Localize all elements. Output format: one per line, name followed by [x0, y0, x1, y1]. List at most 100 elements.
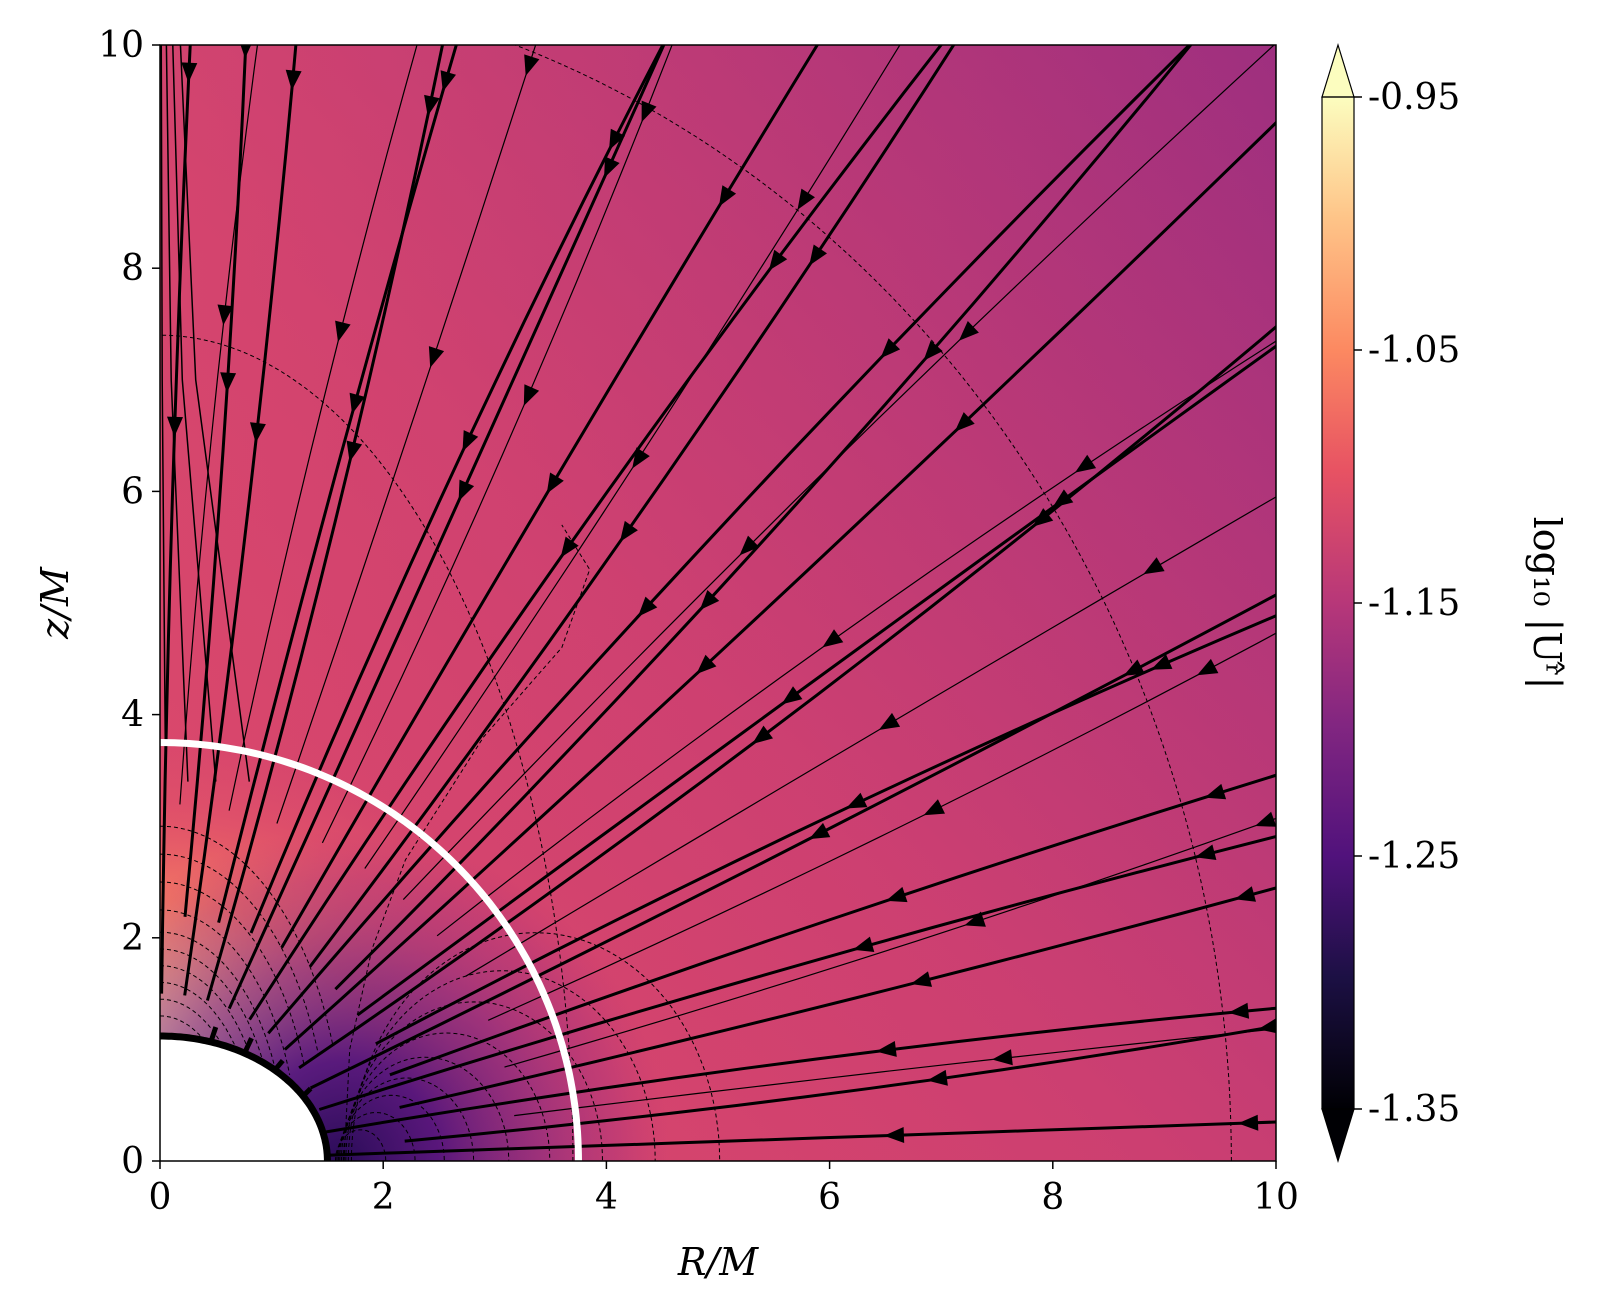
streamline-arrow [910, 971, 932, 987]
y-axis-label: z/M [33, 566, 77, 640]
streamline-arrow [876, 1041, 897, 1057]
streamline [165, 45, 189, 782]
streamline-arrow [462, 430, 479, 452]
colorbar: -0.95 -1.05 -1.15 -1.25 -1.35 log₁₀ |Uʳ̂| [1321, 42, 1569, 1164]
x-axis-ticks: 0 2 4 6 8 10 [149, 1161, 1299, 1218]
streamline-arrow [1150, 654, 1173, 670]
y-tick-label: 2 [121, 918, 144, 959]
streamline-arrow [546, 472, 564, 494]
streamline-arrow [181, 62, 198, 83]
contour-line [160, 948, 271, 1089]
streamline-arrow [696, 654, 717, 675]
streamline [402, 45, 1275, 901]
streamline-arrow [604, 156, 620, 178]
streamline-arrow [768, 249, 788, 271]
streamline-arrow [220, 372, 237, 393]
x-tick-label: 6 [818, 1177, 841, 1218]
streamline [179, 45, 251, 782]
streamline [283, 120, 1276, 1051]
streamline-arrow [886, 886, 908, 903]
streamline [327, 1120, 1276, 1157]
streamline-arrow [1234, 886, 1256, 902]
streamline-arrow [923, 340, 943, 361]
streamline-arrow [1052, 489, 1074, 508]
streamline [172, 45, 217, 782]
streamline [205, 45, 445, 1001]
contour-line [337, 1094, 445, 1161]
streamline-arrow [958, 321, 979, 341]
y-axis-ticks: 0 2 4 6 8 10 [98, 25, 160, 1182]
streamline-arrow [619, 520, 638, 542]
streamline-arrow [809, 244, 827, 266]
contour-line [340, 1056, 510, 1161]
streamline [248, 45, 943, 1021]
streamline [183, 45, 248, 917]
y-tick-label: 4 [121, 695, 144, 736]
streamline [228, 45, 418, 811]
streamline-arrow [954, 412, 975, 432]
streamline [276, 45, 537, 824]
colorbar-body [1322, 97, 1354, 1109]
streamline-arrow [739, 535, 760, 556]
contour-line [160, 853, 320, 1056]
streamline-arrow [440, 70, 456, 92]
x-tick-label: 8 [1041, 1177, 1064, 1218]
white-boundary-circle [160, 739, 582, 1161]
contour-line [160, 909, 291, 1076]
streamline-arrow [781, 686, 803, 705]
colorbar-label: log₁₀ |Uʳ̂| [1525, 517, 1569, 690]
streamline-arrow [1255, 811, 1276, 827]
streamline [267, 45, 1192, 1035]
streamline-arrow [752, 725, 773, 744]
streamline-arrow [1195, 844, 1217, 860]
y-tick-label: 6 [121, 471, 144, 512]
streamline [183, 45, 298, 996]
x-tick-label: 4 [595, 1177, 618, 1218]
colorbar-tick-label: -1.35 [1368, 1089, 1460, 1130]
streamline [334, 45, 1193, 991]
streamline [375, 614, 1276, 1046]
streamline [436, 340, 1276, 937]
inner-boundary-curve [160, 1032, 331, 1161]
streamline-arrow [1238, 1114, 1259, 1131]
y-tick-label: 0 [121, 1141, 144, 1182]
streamline-arrow [880, 338, 901, 359]
streamlines [160, 45, 1276, 1157]
contour-line [343, 524, 591, 1161]
colorbar-extend-top [1321, 42, 1355, 98]
plot-area [160, 45, 1276, 1161]
streamline [356, 344, 1276, 1017]
contour-line [160, 881, 305, 1066]
streamline [318, 834, 1276, 1111]
streamline-arrow [992, 1049, 1013, 1066]
x-tick-label: 10 [1253, 1177, 1299, 1218]
streamline-arrow [1123, 659, 1145, 676]
streamline-arrow [335, 320, 351, 342]
contour-line [160, 1015, 236, 1112]
y-tick-label: 10 [98, 25, 144, 66]
streamline [249, 45, 665, 934]
y-tick-label: 8 [121, 248, 144, 289]
streamline-arrow [523, 384, 540, 406]
streamline-arrow [349, 392, 365, 415]
streamline-arrow [1228, 1002, 1250, 1019]
streamline-arrow [718, 185, 737, 207]
contour-line [160, 825, 334, 1047]
streamline [321, 45, 673, 844]
streamline-arrow [217, 304, 234, 326]
streamline-arrow [524, 54, 540, 76]
streamline-arrow [240, 45, 252, 59]
streamline-arrow [641, 100, 657, 123]
streamline-arrow [428, 346, 445, 368]
streamline-arrow [1197, 658, 1219, 676]
x-tick-label: 2 [372, 1177, 395, 1218]
streamline [324, 1006, 1276, 1134]
streamline [227, 45, 666, 1010]
streamline [404, 1024, 1276, 1143]
colorbar-extend-bottom [1321, 1108, 1355, 1164]
streamline-arrow [883, 1127, 905, 1143]
colorbar-tick-label: -0.95 [1368, 77, 1460, 118]
x-tick-label: 0 [149, 1177, 172, 1218]
streamline-arrow [560, 536, 579, 558]
